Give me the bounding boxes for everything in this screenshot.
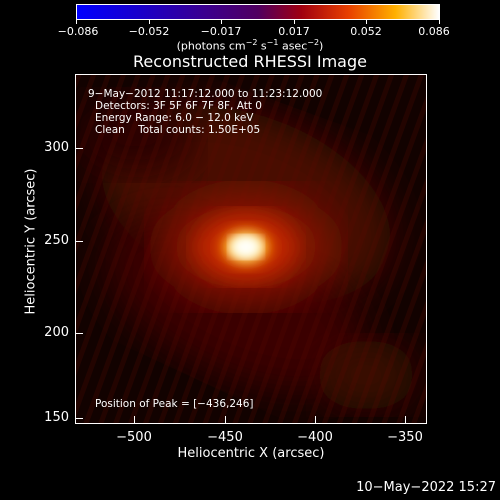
colorbar-tick-label: −0.052 — [128, 25, 170, 38]
x-tick — [405, 416, 406, 424]
y-tick — [75, 148, 83, 149]
x-tick — [134, 416, 135, 424]
annotation-peak: Position of Peak = [−436,246] — [95, 398, 254, 410]
colorbar-tick — [149, 20, 150, 24]
x-tick — [225, 416, 226, 424]
y-tick — [75, 333, 83, 334]
colorbar-tick — [221, 20, 222, 24]
y-tick — [75, 418, 83, 419]
annotation-clean: Clean Total counts: 1.50E+05 — [95, 124, 261, 136]
annotation-energy: Energy Range: 6.0 − 12.0 keV — [95, 112, 254, 124]
colorbar-units: (photons cm−2 s−1 asec−2) — [176, 38, 324, 53]
annotation-time-range: 9−May−2012 11:17:12.000 to 11:23:12.000 — [88, 88, 323, 100]
plot-title: Reconstructed RHESSI Image — [133, 52, 367, 71]
colorbar-tick-label: 0.086 — [418, 25, 450, 38]
x-axis-title: Heliocentric X (arcsec) — [177, 446, 325, 461]
colorbar-tick — [366, 20, 367, 24]
y-tick-label: 300 — [44, 140, 69, 155]
y-tick-label: 150 — [44, 410, 69, 425]
x-tick-label: −500 — [116, 430, 152, 445]
x-tick-label: −450 — [207, 430, 243, 445]
x-tick-label: −400 — [297, 430, 333, 445]
colorbar-tick-label: −0.017 — [200, 25, 242, 38]
x-tick — [315, 416, 316, 424]
colorbar-tick — [439, 20, 440, 24]
y-axis-title: Heliocentric Y (arcsec) — [23, 168, 39, 315]
x-tick-label: −350 — [387, 430, 423, 445]
colorbar-tick — [294, 20, 295, 24]
y-tick-label: 200 — [44, 325, 69, 340]
colorbar-tick — [76, 20, 77, 24]
rhessi-image: 9−May−2012 11:17:12.000 to 11:23:12.000 … — [75, 74, 427, 424]
rhessi-image-map — [76, 75, 426, 423]
timestamp: 10−May−2022 15:27 — [356, 480, 496, 495]
annotation-detectors: Detectors: 3F 5F 6F 7F 8F, Att 0 — [95, 100, 262, 112]
colorbar — [76, 4, 440, 20]
y-tick-label: 250 — [44, 233, 69, 248]
colorbar-tick-label: 0.052 — [350, 25, 382, 38]
colorbar-tick-label: −0.086 — [57, 25, 99, 38]
colorbar-tick-label: 0.017 — [278, 25, 310, 38]
y-tick — [75, 241, 83, 242]
